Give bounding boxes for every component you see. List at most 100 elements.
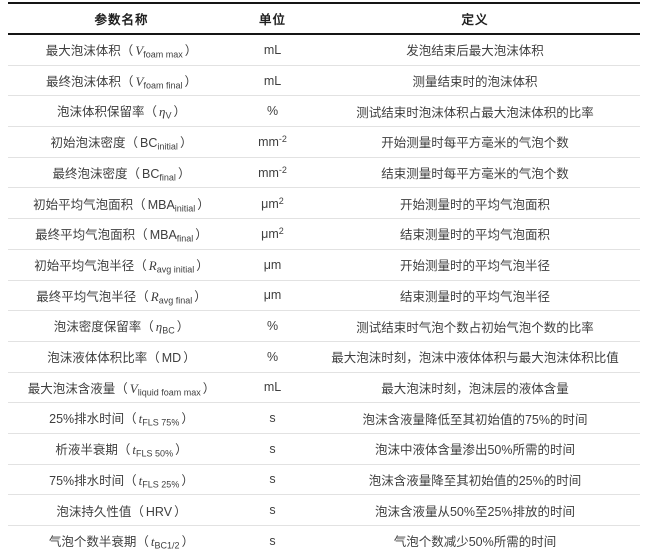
parameter-name-cell: 最终泡沫密度（ BCfinal）: [8, 157, 235, 189]
parameter-subscript: BC: [162, 325, 175, 336]
table-row: 泡沫体积保留率（ ηV） % 测试结束时泡沫体积占最大泡沫体积的比率: [8, 95, 640, 128]
parameter-label: 最大泡沫含液量（: [27, 381, 128, 396]
table-row: 最大泡沫体积（ Vfoam max） mL 发泡结束后最大泡沫体积: [8, 34, 640, 66]
parameter-symbol: t: [132, 442, 137, 458]
table-row: 最终平均气泡半径（ Ravg final） μm 结束测量时的平均气泡半径: [8, 280, 640, 312]
parameter-close-paren: ）: [179, 136, 193, 151]
parameter-subscript: foam max: [143, 49, 183, 60]
definition-cell: 结束测量时的平均气泡面积: [310, 218, 640, 250]
parameter-close-paren: ）: [173, 105, 186, 120]
table-row: 75%排水时间（ tFLS 25%） s 泡沫含液量降至其初始值的25%的时间: [8, 464, 640, 496]
parameter-name-cell: 泡沫持久性值（ HRV）: [8, 494, 235, 526]
header-row: 参数名称 单位 定义: [8, 2, 640, 35]
table-row: 初始平均气泡面积（ MBAinitial） μm2 开始测量时的平均气泡面积: [8, 187, 640, 220]
unit-superscript: 2: [278, 195, 284, 206]
unit-cell: s: [235, 402, 310, 434]
parameter-subscript: initial: [174, 203, 196, 214]
unit-text: μm: [261, 227, 279, 242]
parameter-name-cell: 泡沫液体体积比率（ MD）: [8, 341, 235, 373]
unit-text: s: [269, 472, 276, 487]
definition-cell: 开始测量时每平方毫米的气泡个数: [310, 126, 640, 158]
parameter-close-paren: ）: [194, 289, 207, 304]
unit-text: s: [269, 533, 276, 548]
header-definition: 定义: [310, 2, 640, 35]
unit-cell: mL: [235, 34, 310, 66]
unit-cell: mL: [235, 372, 310, 404]
parameter-symbol: MBA: [147, 197, 175, 212]
parameter-label: 泡沫体积保留率（: [57, 105, 158, 120]
definition-cell: 测量结束时的泡沫体积: [310, 65, 640, 97]
table-row: 泡沫密度保留率（ ηBC） % 测试结束时气泡个数占初始气泡个数的比率: [8, 310, 640, 342]
unit-text: s: [269, 441, 276, 456]
parameter-close-paren: ）: [176, 320, 190, 335]
unit-cell: %: [235, 310, 310, 342]
parameter-symbol: MD: [161, 351, 182, 366]
table-row: 最大泡沫含液量（ Vliquid foam max） mL 最大泡沫时刻，泡沫层的…: [8, 372, 640, 404]
parameter-subscript: avg initial: [156, 264, 195, 275]
unit-text: μm: [263, 288, 282, 303]
definition-cell: 泡沫中液体含量渗出50%所需的时间: [310, 433, 640, 465]
unit-cell: %: [235, 341, 310, 373]
definition-cell: 气泡个数减少50%所需的时间: [393, 535, 557, 550]
parameter-name-cell: 初始泡沫密度（ BCinitial）: [8, 126, 235, 158]
unit-cell: μm: [235, 280, 310, 312]
parameter-close-paren: ）: [197, 197, 210, 212]
parameter-symbol: HRV: [145, 504, 173, 519]
parameter-label: 泡沫持久性值（: [56, 504, 144, 519]
unit-superscript: -2: [278, 134, 287, 145]
parameter-symbol: BC: [140, 136, 158, 151]
parameter-subscript: initial: [157, 141, 178, 152]
parameter-symbol: η: [159, 104, 166, 120]
unit-cell: s: [235, 526, 310, 556]
parameter-name-cell: 25%排水时间（ tFLS 75%）: [8, 402, 235, 434]
definition-cell: 结束测量时的平均气泡半径: [310, 280, 640, 312]
parameter-close-paren: ）: [181, 535, 195, 550]
parameter-label: 泡沫密度保留率（: [53, 320, 154, 335]
table-row: 气泡个数半衰期（ tBC1/2） s 气泡个数减少50%所需的时间: [8, 526, 640, 556]
unit-text: %: [266, 349, 279, 364]
parameter-symbol: BC: [142, 166, 160, 181]
parameter-close-paren: ）: [196, 258, 209, 273]
unit-superscript: 2: [278, 226, 284, 237]
parameter-subscript: foam final: [143, 80, 183, 91]
unit-text: mm: [258, 166, 279, 181]
parameter-label: 气泡个数半衰期（: [48, 535, 149, 550]
parameter-subscript: final: [159, 172, 176, 183]
table-row: 初始平均气泡半径（ Ravg initial） μm 开始测量时的平均气泡半径: [8, 249, 640, 281]
parameter-definition-table-wrap: 参数名称 单位 定义 最大泡沫体积（ Vfoam max） mL 发泡结束后最大泡…: [8, 2, 640, 556]
parameter-label: 25%排水时间（: [49, 412, 137, 427]
parameter-label: 析液半衰期（: [55, 443, 131, 458]
unit-superscript: -2: [278, 165, 287, 176]
definition-cell: 泡沫含液量降至其初始值的25%的时间: [310, 464, 640, 496]
table-row: 最终泡沫密度（ BCfinal） mm-2 结束测量时每平方毫米的气泡个数: [8, 157, 640, 189]
definition-cell: 测试结束时泡沫体积占最大泡沫体积的比率: [310, 95, 640, 128]
table-row: 25%排水时间（ tFLS 75%） s 泡沫含液量降低至其初始值的75%的时间: [8, 402, 640, 434]
parameter-name-cell: 初始平均气泡半径（ Ravg initial）: [8, 249, 235, 281]
parameter-label: 初始泡沫密度（: [50, 136, 139, 151]
parameter-symbol: t: [138, 472, 143, 488]
unit-text: s: [269, 503, 276, 518]
table-row: 最终泡沫体积（ Vfoam final） mL 测量结束时的泡沫体积: [8, 65, 640, 97]
parameter-name-cell: 最大泡沫含液量（ Vliquid foam max）: [8, 372, 235, 404]
unit-text: mm: [258, 135, 279, 150]
parameter-subscript: FLS 25%: [142, 479, 180, 490]
definition-cell: 发泡结束后最大泡沫体积: [310, 34, 640, 66]
table-row: 泡沫液体体积比率（ MD） % 最大泡沫时刻，泡沫中液体体积与最大泡沫体积比值: [8, 341, 640, 373]
parameter-name-cell: 最终平均气泡面积（ MBAfinal）: [8, 218, 235, 250]
parameter-label: 最终平均气泡半径（: [36, 289, 149, 304]
parameter-symbol: t: [138, 411, 143, 427]
unit-cell: s: [235, 433, 310, 465]
unit-cell: %: [235, 95, 310, 128]
unit-text: μm: [261, 196, 279, 211]
unit-text: mL: [263, 73, 282, 88]
unit-cell: s: [235, 494, 310, 526]
parameter-close-paren: ）: [174, 504, 187, 519]
definition-cell: 开始测量时的平均气泡面积: [310, 187, 640, 220]
unit-text: %: [266, 104, 279, 119]
parameter-label: 最终泡沫体积（: [45, 74, 134, 89]
parameter-symbol: V: [129, 380, 138, 396]
parameter-subscript: final: [176, 233, 194, 244]
table-row: 泡沫持久性值（ HRV） s 泡沫含液量从50%至25%排放的时间: [8, 494, 640, 526]
definition-cell: 开始测量时的平均气泡半径: [310, 249, 640, 281]
parameter-close-paren: ）: [184, 74, 197, 89]
